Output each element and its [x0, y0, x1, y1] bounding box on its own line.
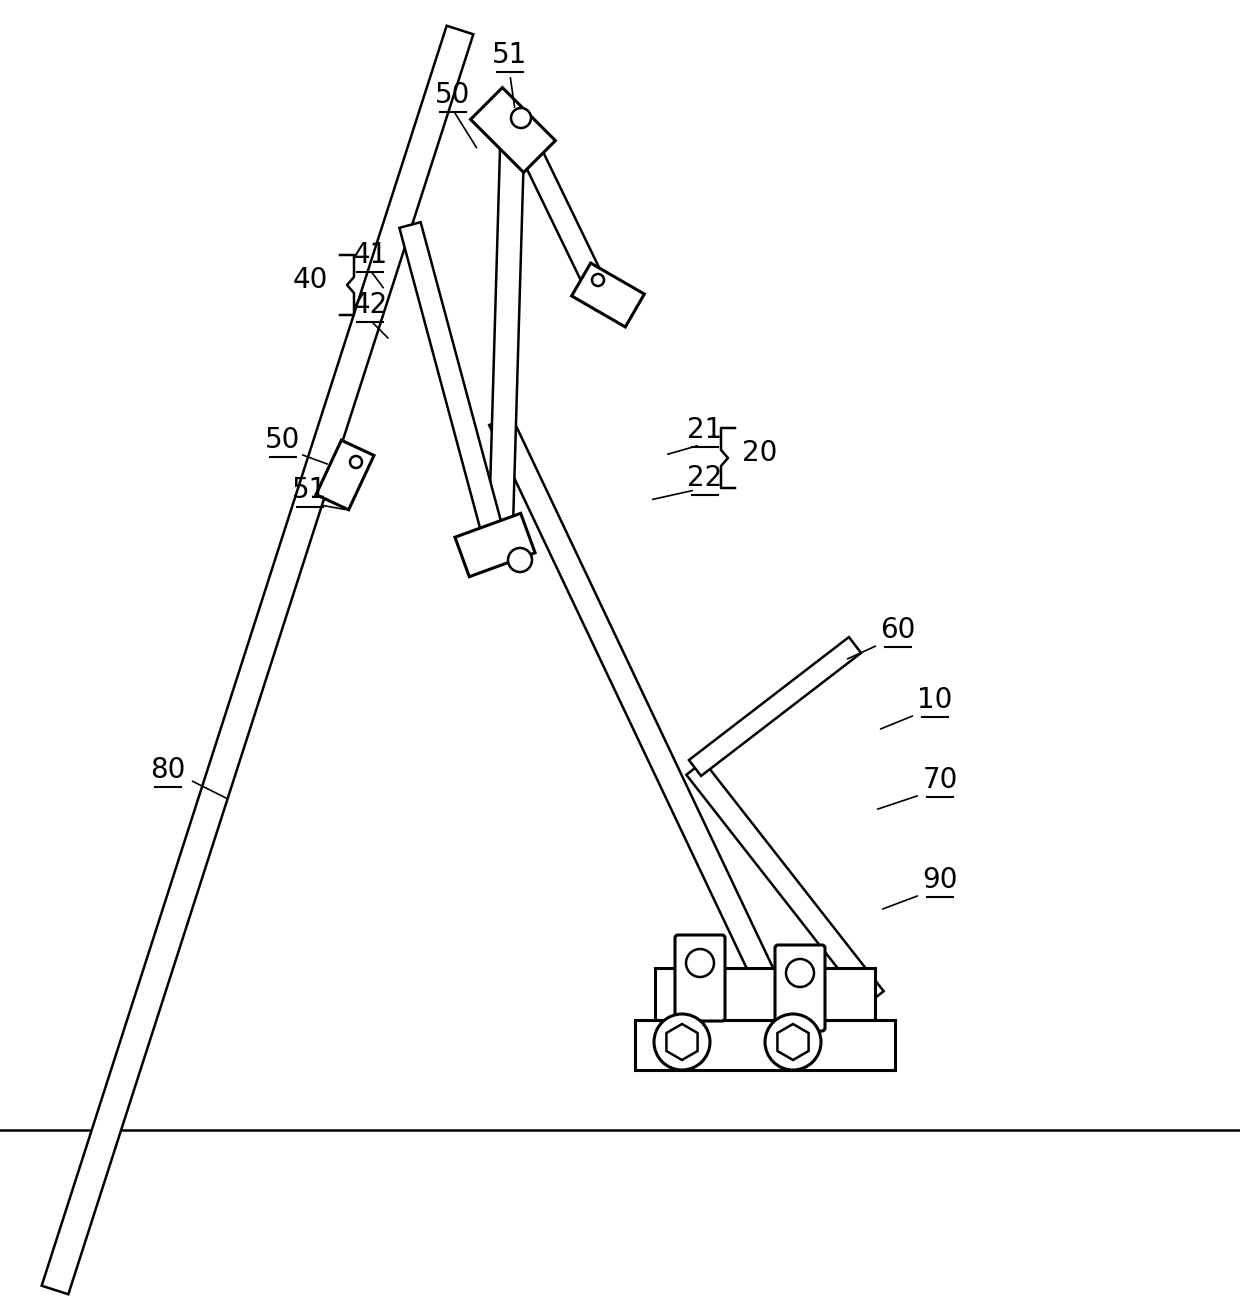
Circle shape: [686, 949, 714, 977]
Text: 50: 50: [265, 426, 300, 453]
Polygon shape: [689, 637, 861, 775]
Text: 21: 21: [687, 416, 723, 444]
Polygon shape: [503, 111, 615, 310]
Polygon shape: [399, 222, 511, 563]
Polygon shape: [316, 440, 374, 509]
Polygon shape: [489, 115, 525, 560]
Circle shape: [508, 549, 532, 572]
Polygon shape: [489, 414, 786, 1005]
Circle shape: [350, 456, 362, 468]
Text: 80: 80: [150, 756, 186, 784]
Polygon shape: [455, 513, 536, 577]
Bar: [635, 1020, 895, 1070]
Text: 20: 20: [743, 439, 777, 466]
Text: 41: 41: [352, 241, 388, 268]
FancyBboxPatch shape: [675, 936, 725, 1022]
Polygon shape: [686, 761, 884, 1005]
Bar: [655, 968, 875, 1020]
Polygon shape: [777, 1024, 808, 1061]
Text: 40: 40: [293, 266, 327, 294]
Text: 70: 70: [923, 766, 957, 794]
Text: 50: 50: [435, 81, 471, 109]
Circle shape: [786, 959, 813, 986]
Polygon shape: [470, 87, 556, 172]
Text: 42: 42: [352, 291, 388, 319]
Text: 51: 51: [293, 476, 327, 504]
FancyBboxPatch shape: [775, 945, 825, 1031]
Polygon shape: [42, 26, 474, 1294]
Polygon shape: [666, 1024, 698, 1061]
Circle shape: [591, 274, 604, 285]
Text: 51: 51: [492, 40, 528, 69]
Circle shape: [511, 108, 531, 128]
Text: 10: 10: [918, 685, 952, 714]
Text: 60: 60: [880, 616, 915, 644]
Circle shape: [653, 1014, 711, 1070]
Text: 22: 22: [687, 464, 723, 493]
Polygon shape: [572, 263, 645, 327]
Circle shape: [765, 1014, 821, 1070]
Text: 90: 90: [923, 866, 957, 894]
